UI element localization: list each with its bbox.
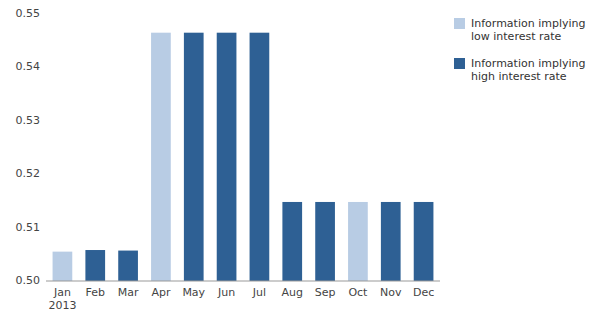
bar bbox=[381, 202, 401, 281]
x-tick-label: May bbox=[182, 286, 205, 299]
y-tick-label: 0.50 bbox=[16, 274, 41, 287]
chart: 0.50 0.51 0.52 0.53 0.54 0.55 Jan2013 Feb Mar Apr… bbox=[0, 0, 600, 323]
x-tick-label: Aug bbox=[282, 286, 303, 299]
bar bbox=[348, 202, 368, 281]
x-tick-label: Apr bbox=[151, 286, 171, 299]
bar bbox=[315, 202, 335, 281]
legend-swatch bbox=[454, 18, 465, 29]
y-tick-label: 0.53 bbox=[16, 114, 41, 127]
background bbox=[0, 0, 600, 323]
y-tick-label: 0.54 bbox=[16, 60, 41, 73]
bar bbox=[217, 33, 237, 281]
y-axis: 0.50 0.51 0.52 0.53 0.54 0.55 bbox=[16, 7, 41, 287]
bar bbox=[53, 252, 73, 281]
x-tick-label: Mar bbox=[118, 286, 139, 299]
x-tick-label: Oct bbox=[348, 286, 368, 299]
x-tick-label: Jul bbox=[252, 286, 266, 299]
y-tick-label: 0.52 bbox=[16, 167, 41, 180]
bar bbox=[250, 33, 270, 281]
x-tick-label: Dec bbox=[413, 286, 434, 299]
legend-label: Information implyinglow interest rate bbox=[471, 17, 586, 43]
y-tick-label: 0.55 bbox=[16, 7, 41, 20]
x-tick-label: Jan2013 bbox=[48, 286, 76, 312]
x-tick-label: Jun bbox=[217, 286, 235, 299]
legend: Information implyinglow interest rate Inf… bbox=[454, 17, 586, 83]
bars bbox=[53, 33, 434, 281]
x-tick-label: Feb bbox=[86, 286, 105, 299]
bar bbox=[85, 250, 105, 281]
legend-label: Information implyinghigh interest rate bbox=[471, 57, 586, 83]
x-axis-line bbox=[46, 281, 440, 282]
bar bbox=[118, 251, 138, 281]
x-axis: Jan2013 Feb Mar Apr May Jun Jul Aug Sep Oct Nov Dec bbox=[46, 281, 440, 312]
legend-swatch bbox=[454, 58, 465, 69]
bar bbox=[151, 33, 171, 281]
x-tick-label: Sep bbox=[315, 286, 336, 299]
y-tick-label: 0.51 bbox=[16, 221, 41, 234]
bar bbox=[282, 202, 302, 281]
x-tick-label: Nov bbox=[380, 286, 402, 299]
bar bbox=[184, 33, 204, 281]
bar bbox=[414, 202, 434, 281]
